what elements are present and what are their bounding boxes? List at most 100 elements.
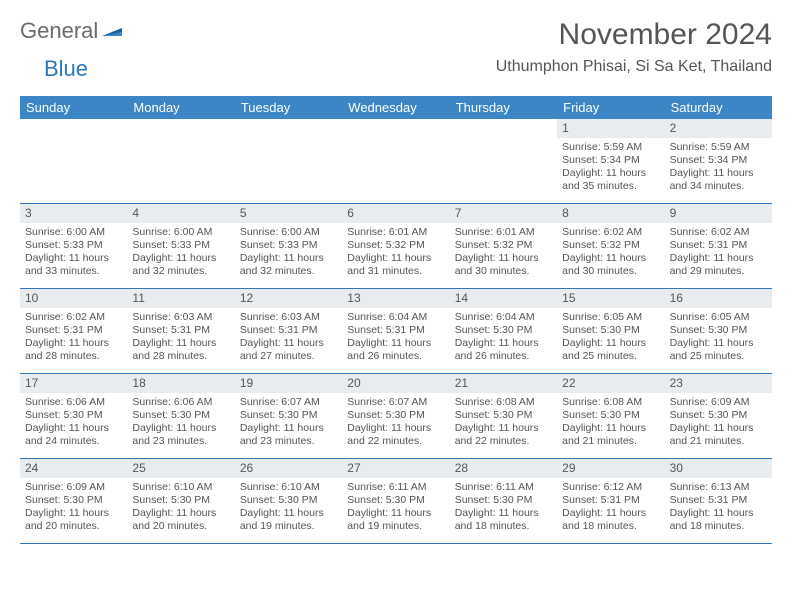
flag-icon	[102, 20, 122, 43]
day-number: 9	[665, 204, 772, 223]
day-cell: 15Sunrise: 6:05 AM Sunset: 5:30 PM Dayli…	[557, 289, 664, 373]
day-number: 6	[342, 204, 449, 223]
day-cell: 26Sunrise: 6:10 AM Sunset: 5:30 PM Dayli…	[235, 459, 342, 543]
day-details: Sunrise: 6:07 AM Sunset: 5:30 PM Dayligh…	[235, 393, 342, 453]
day-number: 4	[127, 204, 234, 223]
location-subtitle: Uthumphon Phisai, Si Sa Ket, Thailand	[496, 58, 772, 76]
day-cell	[20, 119, 127, 203]
day-cell: 20Sunrise: 6:07 AM Sunset: 5:30 PM Dayli…	[342, 374, 449, 458]
logo-text-blue: Blue	[44, 56, 88, 82]
day-cell: 17Sunrise: 6:06 AM Sunset: 5:30 PM Dayli…	[20, 374, 127, 458]
day-cell: 23Sunrise: 6:09 AM Sunset: 5:30 PM Dayli…	[665, 374, 772, 458]
day-number: 30	[665, 459, 772, 478]
day-details: Sunrise: 6:07 AM Sunset: 5:30 PM Dayligh…	[342, 393, 449, 453]
day-details: Sunrise: 6:01 AM Sunset: 5:32 PM Dayligh…	[342, 223, 449, 283]
day-cell: 3Sunrise: 6:00 AM Sunset: 5:33 PM Daylig…	[20, 204, 127, 288]
day-cell: 16Sunrise: 6:05 AM Sunset: 5:30 PM Dayli…	[665, 289, 772, 373]
day-cell: 11Sunrise: 6:03 AM Sunset: 5:31 PM Dayli…	[127, 289, 234, 373]
day-cell	[342, 119, 449, 203]
week-row: 3Sunrise: 6:00 AM Sunset: 5:33 PM Daylig…	[20, 204, 772, 289]
day-cell: 7Sunrise: 6:01 AM Sunset: 5:32 PM Daylig…	[450, 204, 557, 288]
day-cell: 29Sunrise: 6:12 AM Sunset: 5:31 PM Dayli…	[557, 459, 664, 543]
week-row: 17Sunrise: 6:06 AM Sunset: 5:30 PM Dayli…	[20, 374, 772, 459]
day-number: 11	[127, 289, 234, 308]
day-details: Sunrise: 6:03 AM Sunset: 5:31 PM Dayligh…	[235, 308, 342, 368]
day-details: Sunrise: 6:08 AM Sunset: 5:30 PM Dayligh…	[450, 393, 557, 453]
day-details: Sunrise: 6:10 AM Sunset: 5:30 PM Dayligh…	[235, 478, 342, 538]
day-cell	[235, 119, 342, 203]
day-details: Sunrise: 6:06 AM Sunset: 5:30 PM Dayligh…	[127, 393, 234, 453]
day-number: 14	[450, 289, 557, 308]
day-cell: 4Sunrise: 6:00 AM Sunset: 5:33 PM Daylig…	[127, 204, 234, 288]
week-row: 24Sunrise: 6:09 AM Sunset: 5:30 PM Dayli…	[20, 459, 772, 544]
day-cell	[450, 119, 557, 203]
day-number: 16	[665, 289, 772, 308]
logo: General	[20, 18, 124, 44]
day-cell: 25Sunrise: 6:10 AM Sunset: 5:30 PM Dayli…	[127, 459, 234, 543]
day-number: 13	[342, 289, 449, 308]
day-details: Sunrise: 6:13 AM Sunset: 5:31 PM Dayligh…	[665, 478, 772, 538]
day-number: 19	[235, 374, 342, 393]
day-details: Sunrise: 6:11 AM Sunset: 5:30 PM Dayligh…	[342, 478, 449, 538]
day-cell: 2Sunrise: 5:59 AM Sunset: 5:34 PM Daylig…	[665, 119, 772, 203]
day-cell: 13Sunrise: 6:04 AM Sunset: 5:31 PM Dayli…	[342, 289, 449, 373]
day-details: Sunrise: 6:09 AM Sunset: 5:30 PM Dayligh…	[665, 393, 772, 453]
day-number: 24	[20, 459, 127, 478]
day-details: Sunrise: 6:05 AM Sunset: 5:30 PM Dayligh…	[557, 308, 664, 368]
day-cell: 8Sunrise: 6:02 AM Sunset: 5:32 PM Daylig…	[557, 204, 664, 288]
day-cell: 28Sunrise: 6:11 AM Sunset: 5:30 PM Dayli…	[450, 459, 557, 543]
day-number: 25	[127, 459, 234, 478]
day-cell: 18Sunrise: 6:06 AM Sunset: 5:30 PM Dayli…	[127, 374, 234, 458]
day-details: Sunrise: 6:04 AM Sunset: 5:30 PM Dayligh…	[450, 308, 557, 368]
day-number: 12	[235, 289, 342, 308]
day-details: Sunrise: 6:04 AM Sunset: 5:31 PM Dayligh…	[342, 308, 449, 368]
day-number: 1	[557, 119, 664, 138]
day-number: 10	[20, 289, 127, 308]
title-block: November 2024 Uthumphon Phisai, Si Sa Ke…	[496, 18, 772, 76]
day-number: 22	[557, 374, 664, 393]
day-details: Sunrise: 6:08 AM Sunset: 5:30 PM Dayligh…	[557, 393, 664, 453]
day-cell: 14Sunrise: 6:04 AM Sunset: 5:30 PM Dayli…	[450, 289, 557, 373]
day-number: 29	[557, 459, 664, 478]
week-row: 1Sunrise: 5:59 AM Sunset: 5:34 PM Daylig…	[20, 119, 772, 204]
day-details: Sunrise: 6:09 AM Sunset: 5:30 PM Dayligh…	[20, 478, 127, 538]
day-cell: 10Sunrise: 6:02 AM Sunset: 5:31 PM Dayli…	[20, 289, 127, 373]
day-number: 8	[557, 204, 664, 223]
day-number: 28	[450, 459, 557, 478]
day-cell: 5Sunrise: 6:00 AM Sunset: 5:33 PM Daylig…	[235, 204, 342, 288]
day-details: Sunrise: 6:02 AM Sunset: 5:31 PM Dayligh…	[665, 223, 772, 283]
day-details: Sunrise: 6:10 AM Sunset: 5:30 PM Dayligh…	[127, 478, 234, 538]
day-details: Sunrise: 6:11 AM Sunset: 5:30 PM Dayligh…	[450, 478, 557, 538]
weekday-thursday: Thursday	[450, 96, 557, 119]
day-number: 15	[557, 289, 664, 308]
weekday-monday: Monday	[127, 96, 234, 119]
day-cell	[127, 119, 234, 203]
day-details: Sunrise: 6:02 AM Sunset: 5:31 PM Dayligh…	[20, 308, 127, 368]
day-number: 17	[20, 374, 127, 393]
weekday-tuesday: Tuesday	[235, 96, 342, 119]
calendar: Sunday Monday Tuesday Wednesday Thursday…	[20, 96, 772, 544]
day-details: Sunrise: 5:59 AM Sunset: 5:34 PM Dayligh…	[665, 138, 772, 198]
weekday-header-row: Sunday Monday Tuesday Wednesday Thursday…	[20, 96, 772, 119]
weeks-container: 1Sunrise: 5:59 AM Sunset: 5:34 PM Daylig…	[20, 119, 772, 544]
day-number: 18	[127, 374, 234, 393]
day-details: Sunrise: 6:00 AM Sunset: 5:33 PM Dayligh…	[127, 223, 234, 283]
day-number: 5	[235, 204, 342, 223]
day-cell: 12Sunrise: 6:03 AM Sunset: 5:31 PM Dayli…	[235, 289, 342, 373]
day-number: 23	[665, 374, 772, 393]
logo-text-general: General	[20, 18, 98, 44]
day-cell: 24Sunrise: 6:09 AM Sunset: 5:30 PM Dayli…	[20, 459, 127, 543]
weekday-wednesday: Wednesday	[342, 96, 449, 119]
day-details: Sunrise: 6:05 AM Sunset: 5:30 PM Dayligh…	[665, 308, 772, 368]
page-title: November 2024	[496, 18, 772, 52]
weekday-sunday: Sunday	[20, 96, 127, 119]
day-details: Sunrise: 6:02 AM Sunset: 5:32 PM Dayligh…	[557, 223, 664, 283]
day-number: 27	[342, 459, 449, 478]
day-details: Sunrise: 6:06 AM Sunset: 5:30 PM Dayligh…	[20, 393, 127, 453]
weekday-friday: Friday	[557, 96, 664, 119]
day-number: 21	[450, 374, 557, 393]
day-details: Sunrise: 5:59 AM Sunset: 5:34 PM Dayligh…	[557, 138, 664, 198]
day-number: 7	[450, 204, 557, 223]
weekday-saturday: Saturday	[665, 96, 772, 119]
day-cell: 21Sunrise: 6:08 AM Sunset: 5:30 PM Dayli…	[450, 374, 557, 458]
